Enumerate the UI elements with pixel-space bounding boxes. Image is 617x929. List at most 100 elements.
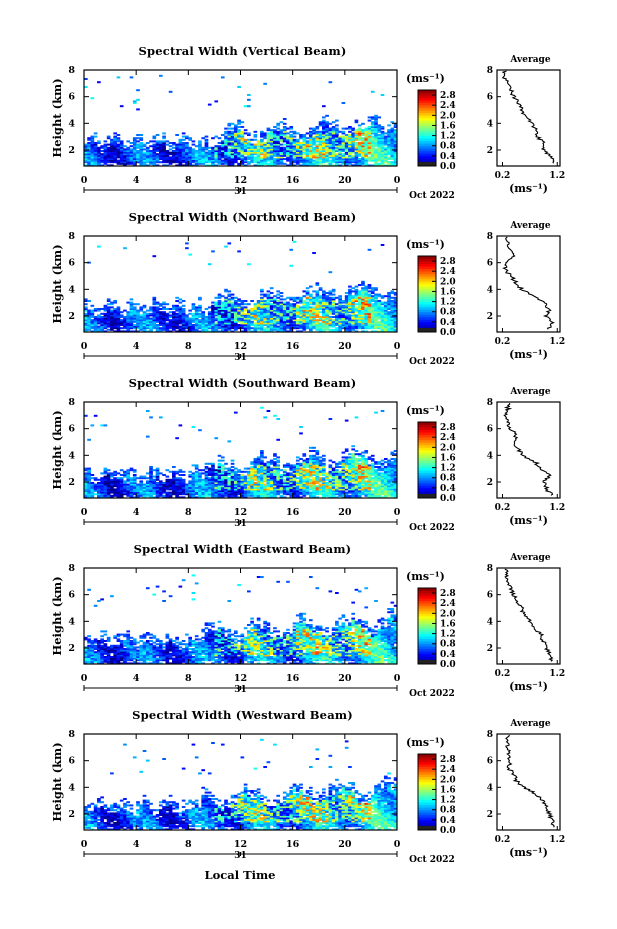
y-tick-label: 8 [68, 65, 75, 76]
month-label: Oct 2022 [409, 523, 455, 533]
average-title: Average [509, 553, 550, 563]
average-y-tick-label: 6 [487, 93, 493, 103]
colorbar-tick-label: 1.2 [440, 796, 456, 806]
colorbar-tick-label: 0.8 [440, 308, 456, 318]
colorbar-tick-label: 1.6 [440, 121, 456, 131]
average-title: Average [509, 55, 550, 65]
panel-3: Spectral Width (Eastward Beam) 2 4 6 8 Height… [50, 542, 565, 699]
y-tick-label: 8 [68, 729, 75, 740]
heatmap [84, 240, 398, 333]
colorbar-tick-label: 2.4 [440, 599, 456, 609]
average-y-tick-label: 6 [487, 757, 493, 767]
colorbar-frame [417, 89, 437, 167]
colorbar-tick-label: 1.6 [440, 453, 456, 463]
average-profile-line [502, 236, 555, 330]
x-tick-label: 16 [286, 673, 300, 684]
colorbar: 0.00.40.81.21.62.02.42.8 [417, 421, 456, 504]
day-label: 31 [234, 519, 247, 529]
colorbar-tick-label: 2.8 [440, 91, 456, 101]
x-tick-label: 20 [338, 341, 352, 352]
colorbar-tick-label: 1.2 [440, 630, 456, 640]
y-tick-label: 4 [68, 782, 75, 793]
colorbar-tick-label: 0.0 [440, 162, 456, 172]
average-y-tick-label: 2 [487, 146, 493, 156]
x-tick-label: 8 [185, 341, 192, 352]
y-axis-label: Height (km) [50, 244, 64, 323]
x-tick-label: 16 [286, 839, 300, 850]
x-tick-label: 0 [394, 175, 401, 186]
average-x-tick-label: 0.2 [495, 669, 511, 679]
average-x-label: (ms⁻¹) [509, 514, 548, 527]
heatmap [84, 74, 398, 167]
colorbar-tick-label: 0.4 [440, 484, 456, 494]
average-y-tick-label: 2 [487, 810, 493, 820]
y-axis-label: Height (km) [50, 410, 64, 489]
x-tick-label: 8 [185, 507, 192, 518]
day-label: 31 [234, 851, 247, 861]
average-profile-line [501, 70, 555, 164]
panel-title: Spectral Width (Northward Beam) [129, 210, 357, 224]
average-x-tick-label: 0.2 [495, 503, 511, 513]
colorbar-tick-label: 0.0 [440, 660, 456, 670]
colorbar-tick-label: 1.6 [440, 619, 456, 629]
colorbar-zero [418, 660, 436, 664]
y-tick-label: 4 [68, 616, 75, 627]
day-label: 31 [234, 353, 247, 363]
average-y-tick-label: 8 [487, 232, 493, 242]
x-tick-label: 16 [286, 507, 300, 518]
average-frame [496, 733, 561, 831]
colorbar-tick-label: 1.6 [440, 287, 456, 297]
average-title: Average [509, 387, 550, 397]
y-tick-label: 2 [68, 145, 75, 156]
colorbar-tick-label: 2.0 [440, 775, 456, 785]
colorbar-unit: (ms⁻¹) [406, 404, 445, 417]
x-tick-label: 20 [338, 175, 352, 186]
x-tick-label: 4 [133, 341, 140, 352]
month-label: Oct 2022 [409, 855, 455, 865]
colorbar-tick-label: 0.8 [440, 806, 456, 816]
colorbar-tick-label: 2.0 [440, 277, 456, 287]
average-x-tick-label: 1.2 [549, 503, 565, 513]
month-label: Oct 2022 [409, 689, 455, 699]
x-tick-label: 12 [234, 507, 247, 518]
colorbar-tick-label: 0.4 [440, 318, 456, 328]
average-title: Average [509, 221, 550, 231]
colorbar-zero [418, 494, 436, 498]
colorbar-tick-label: 2.0 [440, 609, 456, 619]
average-profile-line [503, 403, 554, 496]
day-label: 31 [234, 187, 247, 197]
x-tick-label: 0 [394, 839, 401, 850]
colorbar-tick-label: 1.2 [440, 298, 456, 308]
panel-1: Spectral Width (Northward Beam) 2 4 6 8 Heigh… [50, 210, 565, 367]
average-y-tick-label: 8 [487, 398, 493, 408]
colorbar: 0.00.40.81.21.62.02.42.8 [417, 255, 456, 338]
average-y-tick-label: 4 [487, 617, 493, 627]
average-profile-line [505, 734, 555, 828]
y-tick-label: 4 [68, 118, 75, 129]
y-axis-label: Height (km) [50, 78, 64, 157]
colorbar-tick-label: 0.4 [440, 152, 456, 162]
colorbar: 0.00.40.81.21.62.02.42.8 [417, 587, 456, 670]
heatmap [84, 738, 398, 831]
colorbar-tick-label: 0.4 [440, 816, 456, 826]
colorbar-unit: (ms⁻¹) [406, 736, 445, 749]
x-tick-label: 20 [338, 839, 352, 850]
panel-title: Spectral Width (Eastward Beam) [134, 542, 352, 556]
average-frame [496, 235, 561, 333]
y-tick-label: 6 [68, 258, 75, 269]
colorbar-tick-label: 2.0 [440, 111, 456, 121]
colorbar-frame [417, 587, 437, 665]
average-frame [496, 567, 561, 665]
colorbar-tick-label: 2.8 [440, 423, 456, 433]
average-x-label: (ms⁻¹) [509, 348, 548, 361]
colorbar-tick-label: 2.4 [440, 101, 456, 111]
average-x-tick-label: 0.2 [495, 171, 511, 181]
y-tick-label: 8 [68, 397, 75, 408]
x-tick-label: 8 [185, 839, 192, 850]
panel-0: Spectral Width (Vertical Beam) 2 4 6 8 Height… [50, 44, 565, 201]
x-tick-label: 20 [338, 507, 352, 518]
colorbar-tick-label: 0.4 [440, 650, 456, 660]
x-tick-label: 20 [338, 673, 352, 684]
colorbar-zero [418, 162, 436, 166]
